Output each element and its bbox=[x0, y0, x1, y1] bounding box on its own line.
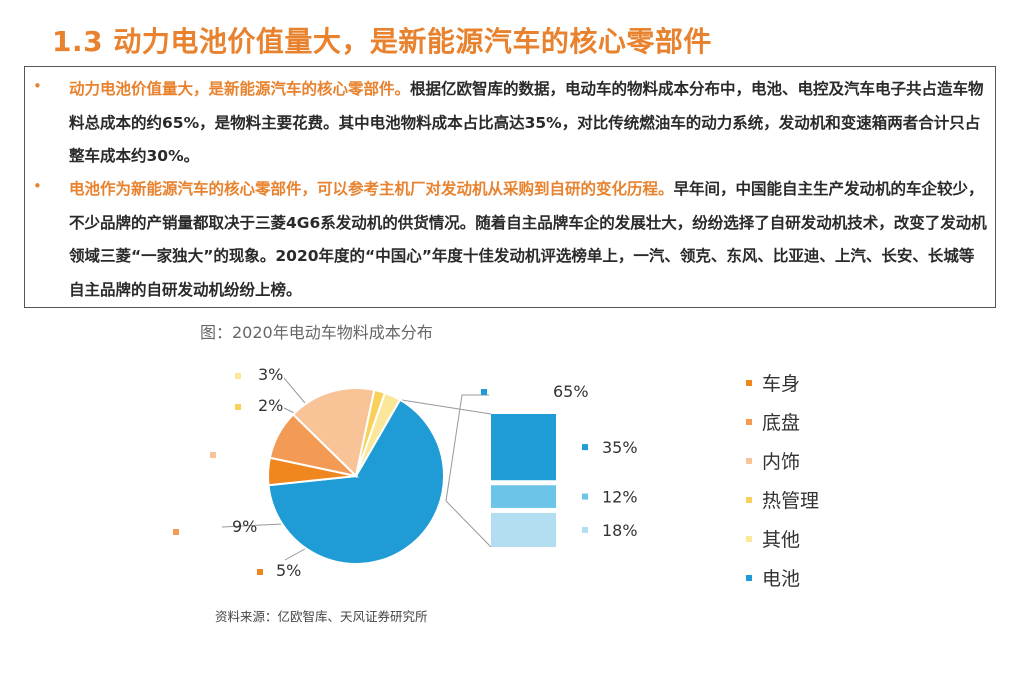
pie-slice-5 bbox=[355, 391, 402, 477]
pie-label-2: 9% bbox=[232, 517, 257, 536]
paragraph-1-body: 根据亿欧智库的数据，电动车的物料成本分布中，电池、电控及汽车电子共占造车物料总成… bbox=[69, 80, 984, 165]
breakdown-header-marker bbox=[481, 389, 487, 395]
legend-marker-2 bbox=[746, 458, 752, 464]
page-title: 1.3 动力电池价值量大，是新能源汽车的核心零部件 bbox=[52, 25, 712, 58]
pie-label-marker-4 bbox=[235, 404, 241, 410]
pie bbox=[267, 387, 445, 565]
pie-label-marker-5 bbox=[235, 373, 241, 379]
pie-label-1: 5% bbox=[276, 561, 301, 580]
pie-leader-2 bbox=[221, 523, 284, 528]
breakdown-segment-2 bbox=[491, 512, 556, 547]
breakdown-marker-0 bbox=[582, 444, 588, 451]
legend-marker-4 bbox=[746, 536, 752, 542]
breakdown-segment-1 bbox=[491, 485, 556, 508]
pie-label-5: 3% bbox=[258, 365, 283, 384]
bullet-marker: • bbox=[33, 77, 42, 95]
breakdown-label-0: 35% bbox=[602, 438, 638, 457]
bullet-marker: • bbox=[33, 177, 42, 195]
breakdown-label-2: 18% bbox=[602, 521, 638, 540]
paragraph-2-highlight: 电池作为新能源汽车的核心零部件，可以参考主机厂对发动机从采购到自研的变化历程。 bbox=[69, 180, 674, 198]
breakdown-marker-2 bbox=[582, 526, 588, 533]
pie-label-marker-2 bbox=[173, 529, 179, 535]
pie-slice-0 bbox=[267, 398, 445, 565]
chart-title: 图：2020年电动车物料成本分布 bbox=[200, 323, 433, 342]
legend-marker-3 bbox=[746, 497, 752, 503]
pie-slice-3 bbox=[291, 387, 376, 478]
chart-source: 资料来源：亿欧智库、天风证券研究所 bbox=[215, 609, 428, 624]
breakdown-connector-bottom bbox=[445, 394, 492, 548]
summary-box: • 动力电池价值量大，是新能源汽车的核心零部件。根据亿欧智库的数据，电动车的物料… bbox=[24, 66, 996, 308]
legend-marker-5 bbox=[746, 575, 752, 581]
paragraph-2: 电池作为新能源汽车的核心零部件，可以参考主机厂对发动机从采购到自研的变化历程。早… bbox=[69, 173, 989, 307]
paragraph-2-body: 早年间，中国能自主生产发动机的车企较少，不少品牌的产销量都取决于三菱4G6系发动… bbox=[69, 180, 987, 299]
legend-label-4: 其他 bbox=[762, 529, 800, 551]
legend-label-5: 电池 bbox=[762, 568, 800, 590]
legend-label-3: 热管理 bbox=[762, 490, 819, 512]
legend-marker-1 bbox=[746, 419, 752, 425]
paragraph-1: 动力电池价值量大，是新能源汽车的核心零部件。根据亿欧智库的数据，电动车的物料成本… bbox=[69, 73, 989, 174]
legend-label-1: 底盘 bbox=[762, 412, 800, 434]
pie-label-4: 2% bbox=[258, 396, 283, 415]
pie-label-marker-3 bbox=[210, 452, 216, 458]
breakdown-marker-1 bbox=[582, 493, 588, 500]
pie-labels: 5% 9% 2% 3% bbox=[173, 365, 301, 580]
breakdown-bar: 35% 12% 18% 65% bbox=[481, 382, 638, 547]
breakdown-label-1: 12% bbox=[602, 488, 638, 507]
legend-label-0: 车身 bbox=[762, 373, 800, 395]
breakdown-segment-0 bbox=[491, 414, 556, 481]
legend-label-2: 内饰 bbox=[762, 451, 800, 473]
breakdown-header-label: 65% bbox=[553, 382, 589, 401]
legend-marker-0 bbox=[746, 380, 752, 386]
paragraph-1-highlight: 动力电池价值量大，是新能源汽车的核心零部件。 bbox=[69, 80, 411, 98]
breakdown-connector-top bbox=[399, 399, 492, 415]
pie-label-marker-1 bbox=[257, 569, 263, 575]
